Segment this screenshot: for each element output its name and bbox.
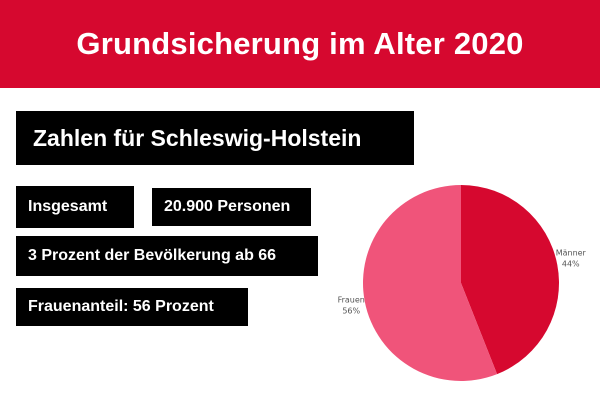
gender-pie-chart: Männer 44% Frauen 56% [338, 185, 587, 381]
region-subtitle: Zahlen für Schleswig-Holstein [16, 111, 414, 165]
pie-slice-frauen [363, 185, 498, 381]
pie-label-maenner: Männer [556, 248, 587, 257]
stat-population-share: 3 Prozent der Bevölkerung ab 66 [16, 236, 318, 276]
pie-slice-maenner [461, 185, 559, 375]
stat-total-label: Insgesamt [16, 186, 134, 228]
pie-percent-frauen: 56% [342, 307, 360, 316]
stat-total-value: 20.900 Personen [152, 188, 311, 226]
header-banner: Grundsicherung im Alter 2020 [0, 0, 600, 88]
pie-label-frauen: Frauen [338, 296, 365, 305]
stat-women-share: Frauenanteil: 56 Prozent [16, 288, 248, 326]
page-title: Grundsicherung im Alter 2020 [76, 26, 524, 61]
pie-percent-maenner: 44% [562, 259, 580, 268]
